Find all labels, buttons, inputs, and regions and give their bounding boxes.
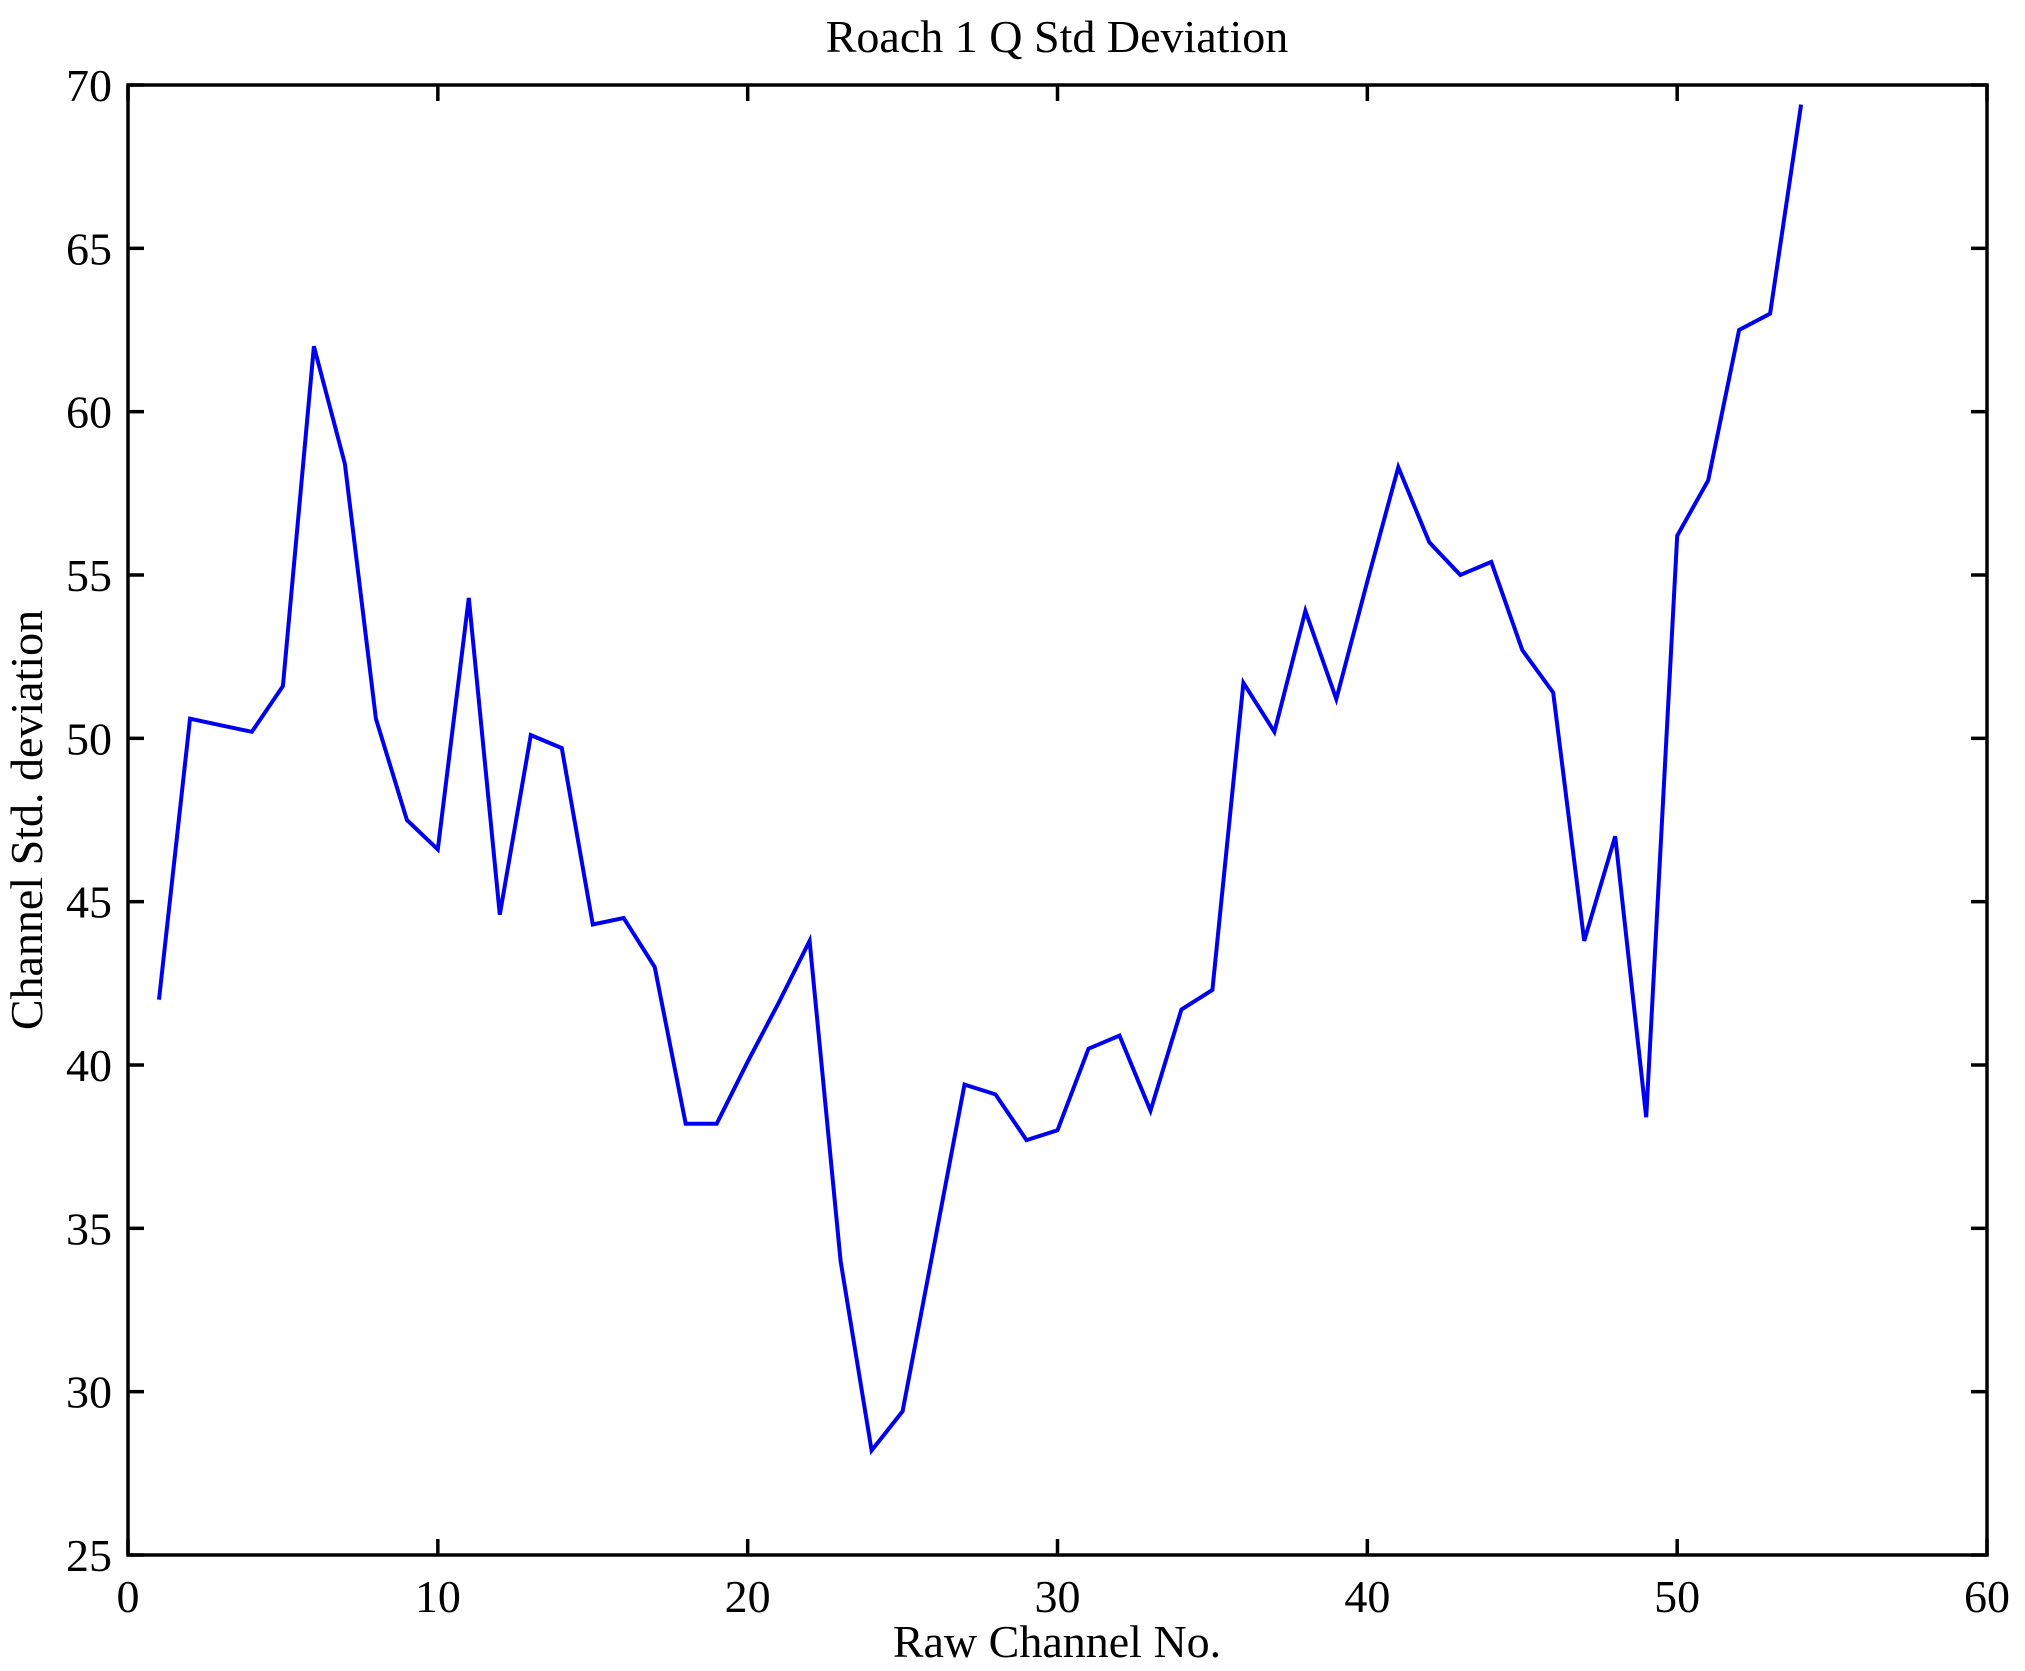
y-tick-label: 65 xyxy=(66,223,112,274)
y-tick-label: 40 xyxy=(66,1040,112,1091)
y-tick-label: 35 xyxy=(66,1203,112,1254)
y-tick-label: 55 xyxy=(66,550,112,601)
y-axis-title: Channel Std. deviation xyxy=(1,610,52,1030)
x-tick-label: 0 xyxy=(117,1571,140,1622)
tick-labels: 0 10 20 30 40 50 60 25 30 35 40 45 50 55 60 65 70 xyxy=(66,60,2010,1622)
tick-marks xyxy=(126,83,1989,1557)
x-tick-label: 20 xyxy=(725,1571,771,1622)
x-tick-label: 40 xyxy=(1344,1571,1390,1622)
y-tick-label: 45 xyxy=(66,877,112,928)
y-tick-label: 50 xyxy=(66,713,112,764)
x-tick-label: 10 xyxy=(415,1571,461,1622)
x-axis-title: Raw Channel No. xyxy=(893,1616,1221,1667)
x-tick-label: 60 xyxy=(1964,1571,2010,1622)
y-tick-label: 30 xyxy=(66,1367,112,1418)
x-tick-label: 50 xyxy=(1654,1571,1700,1622)
y-tick-label: 25 xyxy=(66,1530,112,1581)
data-line xyxy=(157,104,1804,1456)
x-tick-label: 30 xyxy=(1035,1571,1081,1622)
plot-area xyxy=(128,85,1987,1555)
y-tick-label: 60 xyxy=(66,387,112,438)
chart-title: Roach 1 Q Std Deviation xyxy=(826,11,1289,62)
y-tick-label: 70 xyxy=(66,60,112,111)
